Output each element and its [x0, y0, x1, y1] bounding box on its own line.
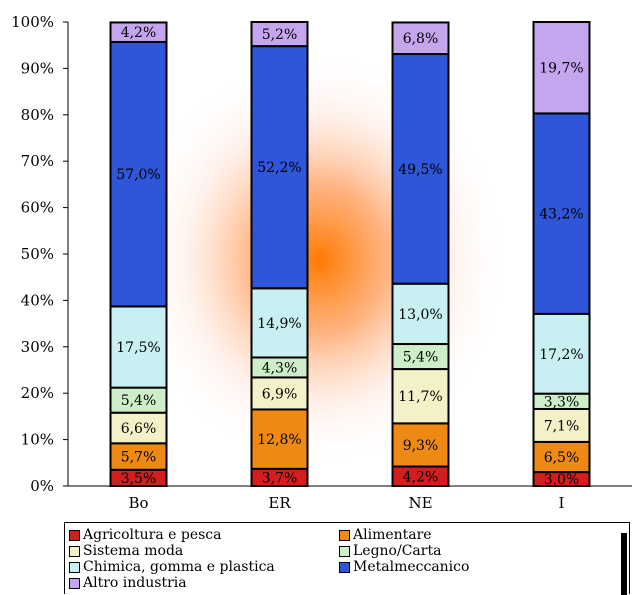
data-label: 5,4%: [403, 350, 439, 366]
data-label: 4,2%: [121, 25, 157, 41]
data-label: 11,7%: [398, 389, 442, 405]
x-tick-label: ER: [268, 494, 291, 512]
bar-segment: [391, 368, 450, 425]
data-label: 3,7%: [262, 470, 298, 486]
x-tick-label: I: [559, 494, 565, 512]
data-label: 7,1%: [544, 418, 580, 434]
y-tick-label: 100%: [11, 13, 54, 31]
bar-segment: [109, 442, 168, 471]
data-label: 13,0%: [398, 307, 442, 323]
y-tick-label: 90%: [21, 59, 54, 77]
bar-segment: [250, 376, 309, 411]
data-label: 19,7%: [539, 61, 583, 77]
bar-segment: [250, 287, 309, 359]
bar-segment: [250, 408, 309, 470]
y-tick-label: 30%: [21, 338, 54, 356]
bar-segment: [532, 112, 591, 315]
bar-segment: [109, 305, 168, 389]
legend-item: Legno/Carta: [339, 543, 441, 559]
chart-plot-area: 0% 10% 20% 30% 40% 50% 60% 70% 80% 90% 100% 3,5% 5,…: [11, 13, 632, 512]
legend-label: Sistema moda: [83, 543, 184, 559]
legend-label: Chimica, gomma e plastica: [83, 559, 275, 575]
data-label: 6,8%: [403, 31, 439, 47]
data-label: 14,9%: [257, 316, 301, 332]
legend-swatch: [69, 529, 80, 541]
legend-item: Chimica, gomma e plastica: [69, 559, 275, 575]
legend-label: Metalmeccanico: [353, 559, 470, 575]
data-label: 6,9%: [262, 386, 298, 402]
legend-item: Sistema moda: [69, 543, 183, 559]
legend-swatch: [339, 561, 350, 573]
legend: Agricoltura e pesca Alimentare Sistema mod…: [64, 522, 630, 595]
data-label: 57,0%: [116, 167, 160, 183]
legend-label: Legno/Carta: [353, 543, 442, 559]
data-label: 17,5%: [116, 340, 160, 356]
bar-segment: [391, 53, 450, 285]
bar-segment: [250, 21, 309, 48]
legend-swatch: [69, 577, 80, 589]
data-label: 17,2%: [539, 347, 583, 363]
data-label: 52,2%: [257, 160, 301, 176]
bar-segment: [532, 312, 591, 395]
plot-background-glow: [130, 50, 510, 470]
legend-swatch: [339, 529, 350, 541]
legend-item: Alimentare: [339, 527, 432, 543]
data-label: 4,2%: [403, 469, 439, 485]
data-label: 5,4%: [121, 393, 157, 409]
data-label: 3,3%: [544, 394, 580, 410]
legend-item: Altro industria: [69, 575, 187, 591]
legend-item: Agricoltura e pesca: [69, 527, 221, 543]
y-tick-label: 60%: [21, 199, 54, 217]
legend-swatch: [69, 561, 80, 573]
legend-swatch: [339, 545, 350, 557]
legend-label: Agricoltura e pesca: [83, 527, 222, 543]
legend-label: Alimentare: [353, 527, 432, 543]
data-label: 3,0%: [544, 472, 580, 488]
x-tick-label: Bo: [128, 494, 148, 512]
data-label: 43,2%: [539, 207, 583, 223]
bar-segment: [109, 386, 168, 414]
y-tick-label: 40%: [21, 291, 54, 309]
legend-item: Metalmeccanico: [339, 559, 469, 575]
data-label: 3,5%: [121, 471, 157, 487]
legend-label: Altro industria: [83, 575, 187, 591]
bar-segment: [391, 422, 450, 468]
bar-segment: [250, 45, 309, 290]
bar-segment: [109, 40, 168, 308]
y-tick-label: 0%: [30, 477, 54, 495]
data-label: 12,8%: [257, 432, 301, 448]
bar-segment: [109, 21, 168, 43]
bar-segment: [391, 282, 450, 346]
y-tick-label: 10%: [21, 431, 54, 449]
y-tick-label: 50%: [21, 245, 54, 263]
data-label: 5,2%: [262, 27, 298, 43]
bar-segment: [391, 21, 450, 56]
data-label: 9,3%: [403, 438, 439, 454]
legend-edge-bar: [621, 533, 627, 595]
y-tick-label: 20%: [21, 384, 54, 402]
data-label: 4,3%: [262, 360, 298, 376]
legend-swatch: [69, 545, 80, 557]
data-label: 6,6%: [121, 421, 157, 437]
x-tick-label: NE: [408, 494, 432, 512]
data-label: 49,5%: [398, 162, 442, 178]
y-tick-label: 70%: [21, 152, 54, 170]
data-label: 6,5%: [544, 450, 580, 466]
bar-segment: [532, 21, 591, 115]
data-label: 5,7%: [121, 450, 157, 466]
y-tick-label: 80%: [21, 106, 54, 124]
